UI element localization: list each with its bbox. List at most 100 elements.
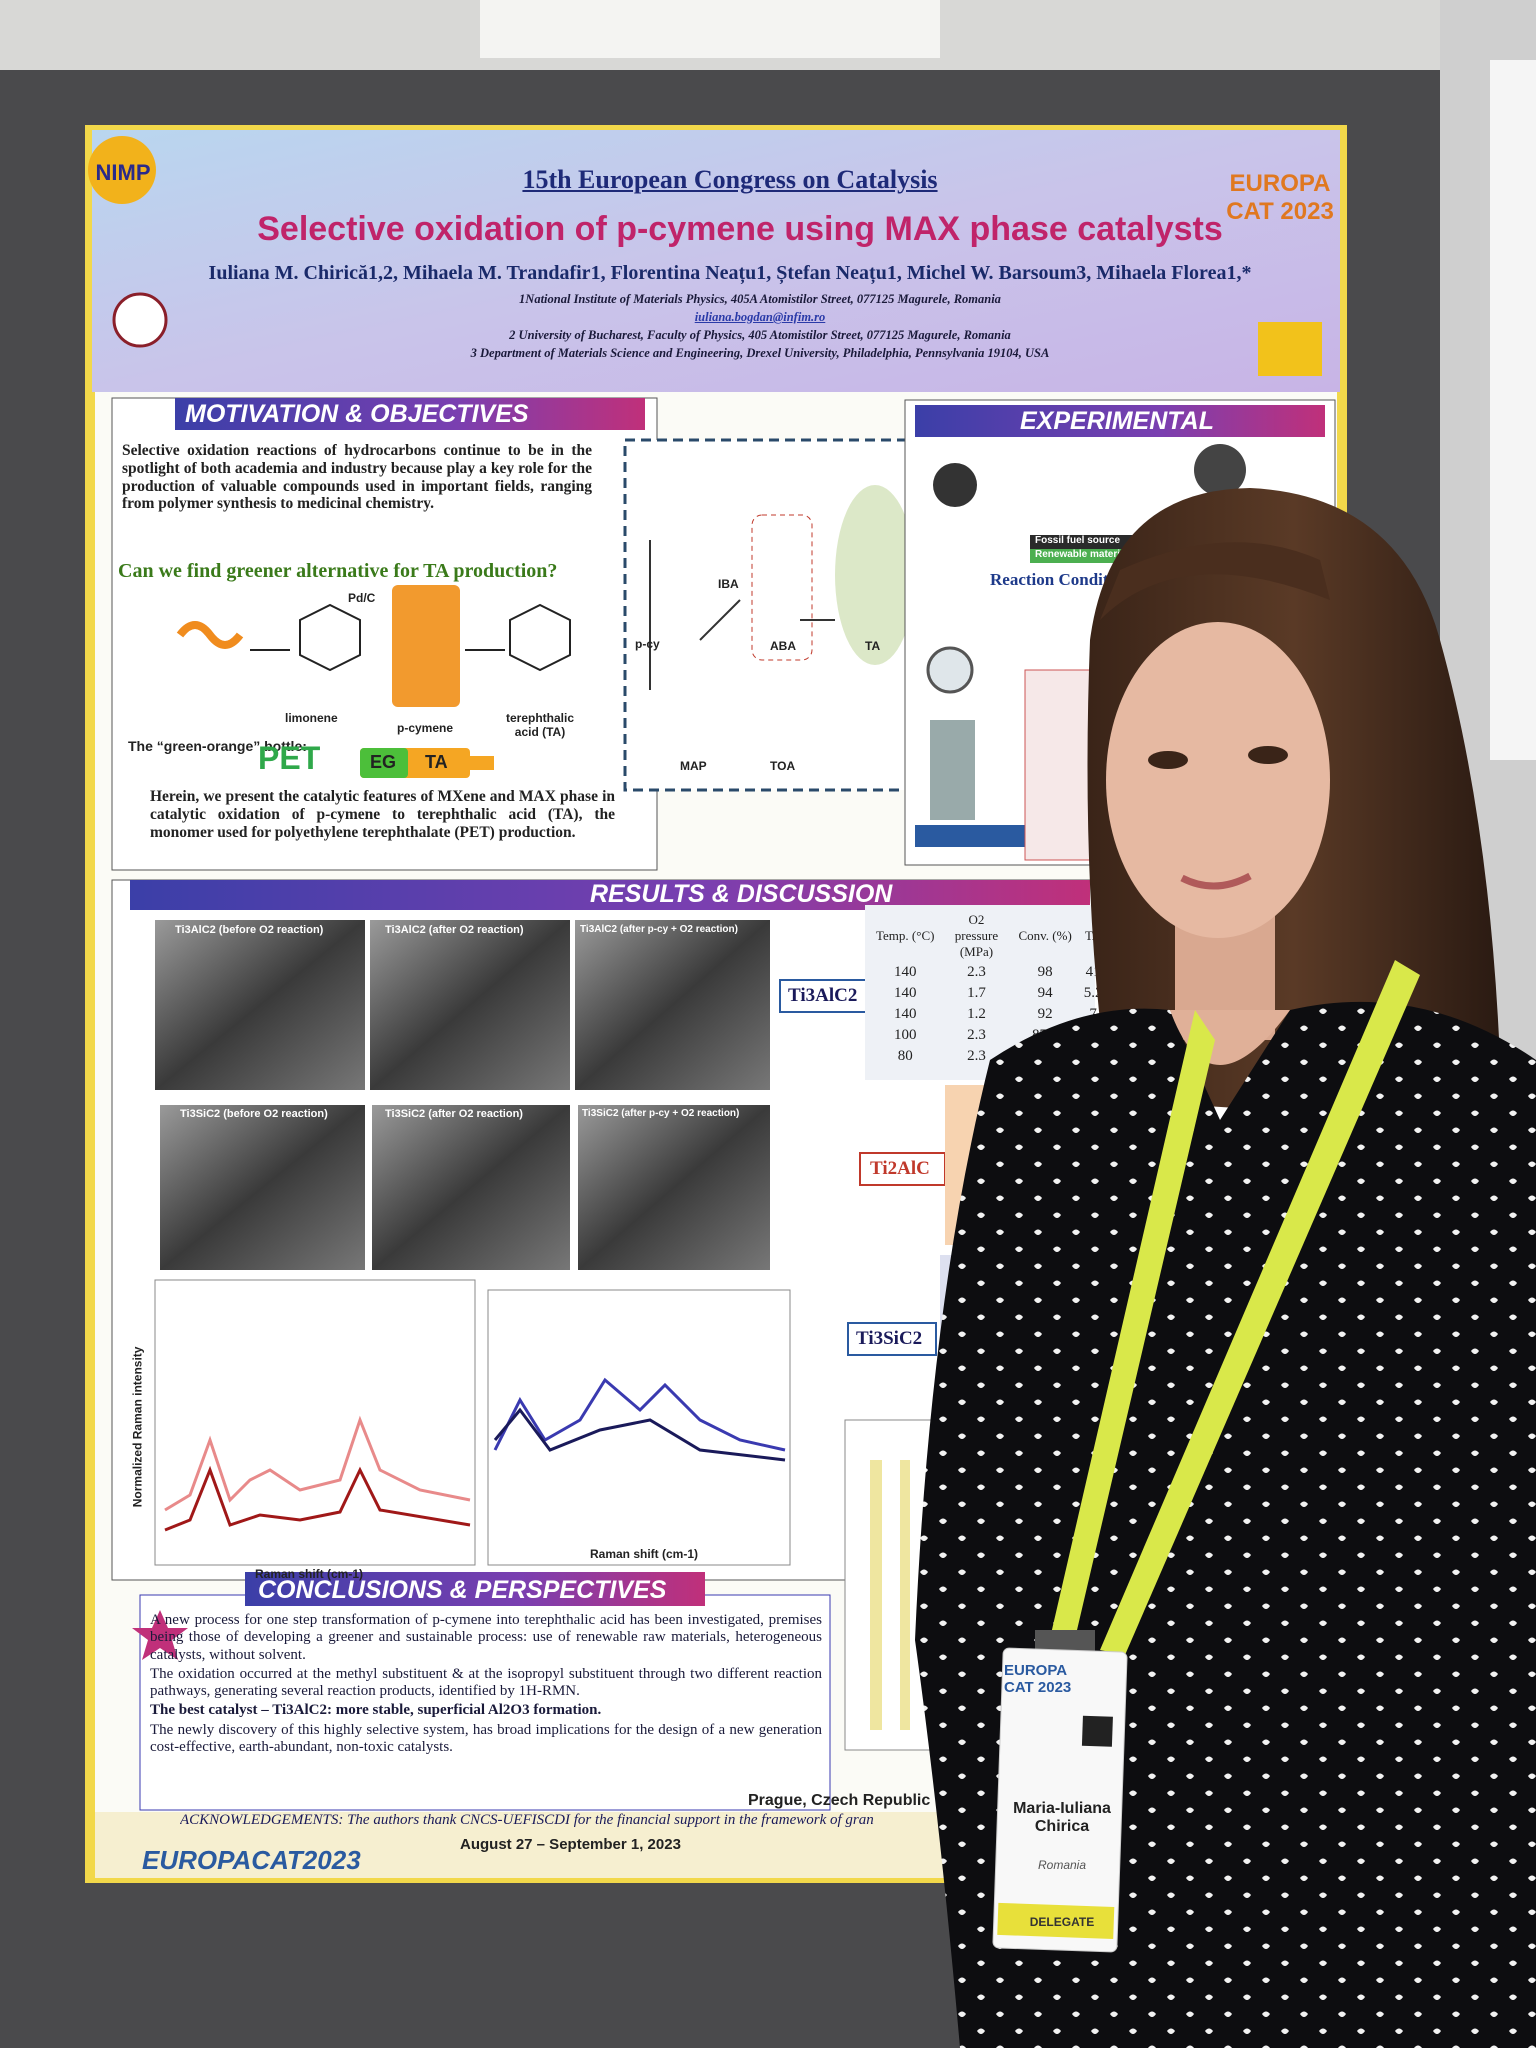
dates: August 27 – September 1, 2023 <box>460 1836 681 1853</box>
ta-ellipse <box>835 485 915 665</box>
conclusions-box <box>139 1594 831 1811</box>
table-cell: 80 <box>897 1048 913 1064</box>
nimp-logo <box>88 136 156 204</box>
subheading: Reaction Conditi <box>990 570 1114 589</box>
sem-image <box>578 1105 770 1270</box>
raman-curve <box>493 1377 786 1452</box>
congress: 15th European Congress on Catalysis <box>522 165 938 194</box>
compound-label: limonene <box>285 711 338 725</box>
lanyard <box>1100 960 1420 1655</box>
table-row: 140 1.2 92 7 <box>870 1004 1109 1025</box>
catalyst-name: Ti2AlC <box>870 1158 930 1179</box>
bottle-label: TA <box>425 752 448 772</box>
badge-role: DELEGATE <box>1029 1915 1095 1929</box>
sem-label: Ti3SiC2 (before O2 reaction) <box>180 1108 328 1120</box>
sem-image <box>372 1105 570 1270</box>
sem-label: Ti3SiC2 (after p-cy + O2 reaction) <box>582 1108 740 1119</box>
table-cell: 1.2 <box>967 1006 986 1022</box>
catalyst-name: Ti3SiC2 <box>856 1328 923 1349</box>
header-cell: Conv. (%) <box>1018 928 1072 943</box>
next-poster <box>1490 60 1536 760</box>
orange-peel <box>176 621 244 649</box>
mouth <box>1180 872 1252 890</box>
badge-card <box>992 1647 1128 1953</box>
compound-label: p-cymene <box>397 721 454 735</box>
label: Renewable materials <box>1035 549 1134 560</box>
logo-text: EUROPA CAT 2023 <box>1226 170 1334 225</box>
conclusions-list: A new process for one step transformatio… <box>150 1612 822 1758</box>
badge-role-band <box>997 1902 1115 1939</box>
fossil-label-bg <box>1030 535 1140 549</box>
experimental-bar <box>915 405 1325 437</box>
renewable-label-bg <box>1030 549 1140 563</box>
limonene-ring <box>299 603 361 672</box>
sem-label: Ti3AlC2 (after p-cy + O2 reaction) <box>580 924 738 935</box>
univ-logo <box>112 292 168 348</box>
pet-label: PET <box>258 740 321 776</box>
eye <box>1248 746 1288 764</box>
eye <box>1148 751 1188 769</box>
table-cell: 2.3 <box>967 964 986 980</box>
aba-box <box>751 514 813 661</box>
qr-code <box>1081 1715 1113 1747</box>
logo-text: NIMP <box>95 160 151 185</box>
scheme-lines <box>649 540 835 690</box>
catalyst-label: Pd/C <box>348 591 376 605</box>
scheme-label: TOA <box>770 759 796 773</box>
axis-label: Raman shift (cm-1) <box>255 1567 364 1581</box>
pressure-gauge <box>926 646 974 694</box>
motivation-bar <box>175 398 645 430</box>
raman-curve <box>164 1415 471 1512</box>
sem-label: Ti3SiC2 (after O2 reaction) <box>385 1108 523 1120</box>
motivation-box <box>111 397 658 871</box>
paper-sign <box>480 0 940 58</box>
sem-label: Ti3AlC2 (after O2 reaction) <box>385 924 524 936</box>
molecule-product <box>1194 444 1246 496</box>
compound-label: terephthalic acid (TA) <box>505 711 574 739</box>
paragraph: Selective oxidation reactions of hydroca… <box>122 442 592 513</box>
caption: The “green-orange” bottle: <box>128 738 307 754</box>
poster-title: Selective oxidation of p-cymene using MA… <box>257 210 1223 248</box>
conclusion-item: The best catalyst – Ti3AlC2: more stable… <box>150 1702 602 1719</box>
location: Prague, Czech Republic <box>748 1792 931 1809</box>
question: Can we find greener alternative for TA p… <box>118 560 558 582</box>
conclusion-item: The oxidation occurred at the methyl sub… <box>150 1665 822 1699</box>
label: Fossil fuel source <box>1035 535 1121 546</box>
xrd-band <box>870 1460 882 1730</box>
badge-event: EUROPA CAT 2023 <box>1004 1662 1072 1696</box>
molecule <box>933 463 977 507</box>
scheme-label: ABA <box>770 639 796 653</box>
scheme-label: TA <box>865 639 881 653</box>
cat-label-box <box>847 1322 937 1356</box>
badge-country: Romania <box>1037 1858 1087 1872</box>
scheme-label: IBA <box>718 577 739 591</box>
catalyst-name: Ti3AlC2 <box>788 985 858 1006</box>
bottle-label: EG <box>370 752 397 772</box>
matca-logo <box>1258 322 1322 376</box>
sem-images <box>155 920 770 1270</box>
section-title: CONCLUSIONS & PERSPECTIVES <box>258 1576 667 1604</box>
bottle-neck <box>470 756 494 770</box>
sem-image <box>575 920 770 1090</box>
axis-label: Raman shift (cm-1) <box>590 1547 699 1561</box>
scheme-label: p-cy <box>635 637 660 651</box>
table-cell: 140 <box>893 964 917 980</box>
email: iuliana.bogdan@infim.ro <box>694 310 826 324</box>
header-cell: Temp. (°C) <box>876 928 935 943</box>
xrd-band <box>900 1460 910 1730</box>
sem-image <box>155 920 365 1090</box>
poster-header <box>92 130 1340 392</box>
raman-curve <box>493 1407 786 1462</box>
table-cell: 92 <box>1037 1006 1053 1022</box>
cat-label-box <box>779 979 871 1013</box>
paragraph: Herein, we present the catalytic feature… <box>150 788 615 841</box>
sem-image <box>370 920 570 1090</box>
sem-label: Ti3AlC2 (before O2 reaction) <box>175 924 324 936</box>
authors: Iuliana M. Chirică1,2, Mihaela M. Tranda… <box>208 262 1252 284</box>
table-header: Temp. (°C)O2 pressure (MPa)Conv. (%)TA <box>870 910 1109 962</box>
table-cell: 94 <box>1037 985 1053 1001</box>
